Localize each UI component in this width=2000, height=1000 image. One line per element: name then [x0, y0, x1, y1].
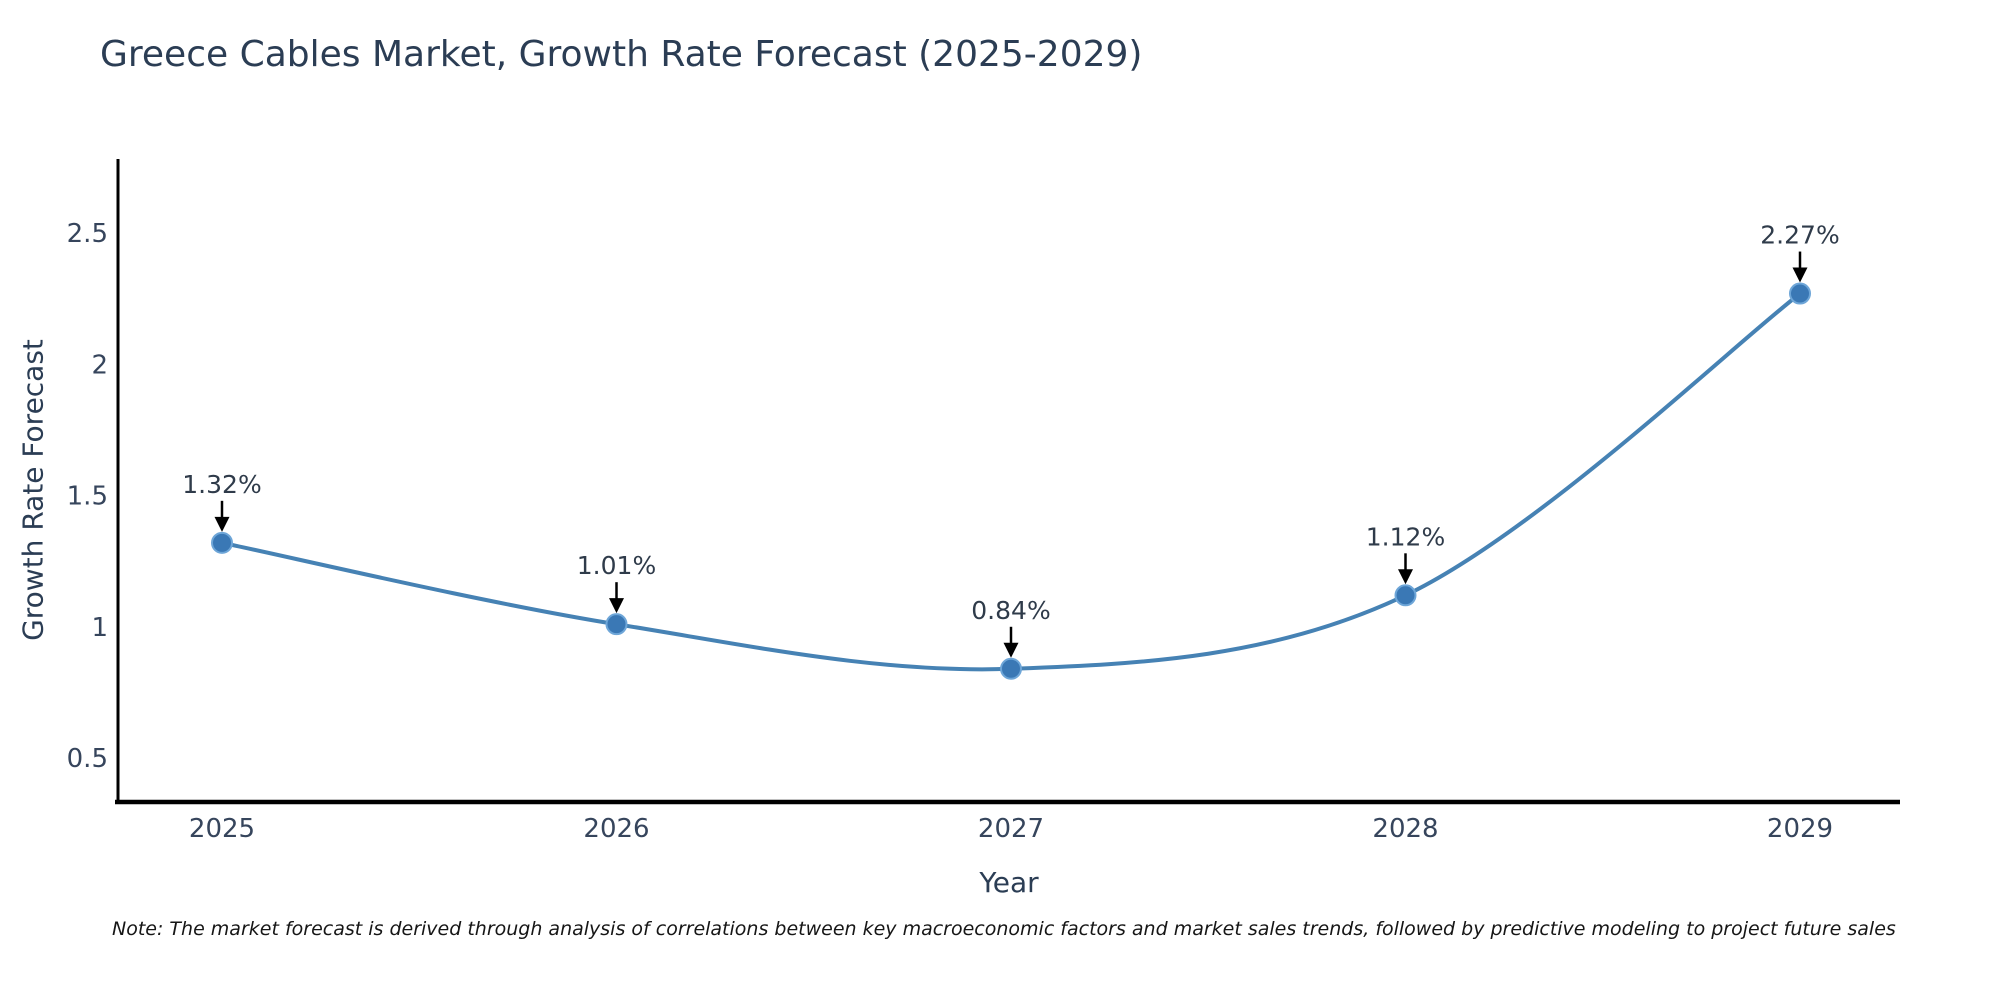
x-tick-label: 2025	[189, 814, 255, 844]
data-point-label: 2.27%	[1760, 221, 1839, 250]
annotation-arrowhead	[1398, 569, 1413, 585]
footnote: Note: The market forecast is derived thr…	[112, 918, 1896, 940]
data-point-label: 0.84%	[971, 596, 1050, 625]
chart-title: Greece Cables Market, Growth Rate Foreca…	[100, 34, 1143, 75]
data-point-marker	[605, 613, 628, 636]
y-tick-label: 1.5	[67, 482, 108, 512]
y-tick-label: 1	[91, 613, 108, 643]
data-point-marker	[1789, 282, 1811, 305]
x-tick-label: 2026	[583, 814, 649, 844]
y-tick-label: 2.5	[67, 219, 108, 249]
data-point-label: 1.32%	[182, 470, 261, 499]
annotation-arrowhead	[609, 598, 624, 614]
annotation-arrowhead	[214, 516, 230, 532]
x-tick-label: 2027	[978, 814, 1044, 844]
data-point-marker	[1394, 584, 1417, 607]
annotation-arrowhead	[1792, 267, 1808, 283]
data-point-marker	[211, 531, 233, 554]
x-axis-title: Year	[979, 866, 1039, 899]
y-tick-label: 2	[91, 350, 108, 380]
data-point-marker	[1000, 657, 1022, 680]
x-tick-label: 2028	[1372, 814, 1438, 844]
y-tick-label: 0.5	[67, 744, 108, 774]
x-tick-label: 2029	[1767, 814, 1833, 844]
annotation-arrowhead	[1003, 642, 1019, 658]
data-point-label: 1.01%	[577, 551, 656, 580]
data-point-label: 1.12%	[1366, 522, 1445, 551]
